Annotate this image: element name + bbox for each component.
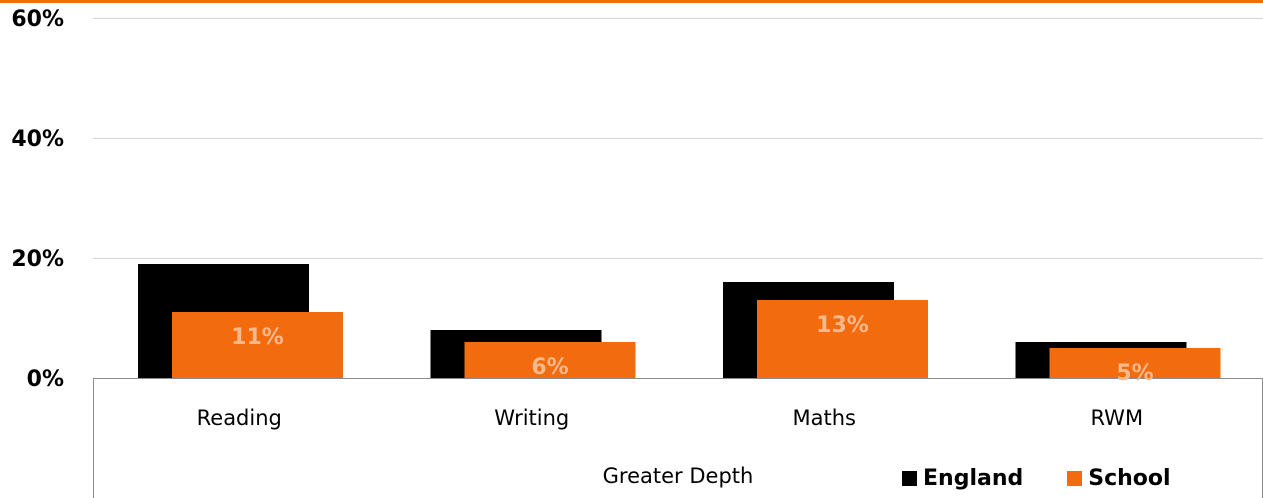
legend-swatch-england <box>902 471 917 486</box>
y-tick-label: 0% <box>27 367 64 392</box>
y-axis-ticks: 0% 20% 40% 60% <box>11 7 64 392</box>
legend: England School <box>902 466 1215 491</box>
gridlines <box>93 18 1263 259</box>
category-label-writing: Writing <box>494 406 569 430</box>
labels: 11% Reading 6% Writing 13% Maths 5% RWM Greater … <box>197 313 1154 488</box>
bars <box>138 264 1221 378</box>
legend-label-school: School <box>1088 466 1171 491</box>
data-label-writing: 6% <box>531 355 568 380</box>
group-label: Greater Depth <box>603 464 754 488</box>
category-label-reading: Reading <box>197 406 282 430</box>
legend-label-england: England <box>923 466 1024 491</box>
bar-school-maths <box>757 300 928 378</box>
data-label-maths: 13% <box>816 313 869 338</box>
data-label-rwm: 5% <box>1116 361 1153 386</box>
category-label-maths: Maths <box>793 406 856 430</box>
y-tick-label: 40% <box>11 127 64 152</box>
y-tick-label: 20% <box>11 247 64 272</box>
data-label-reading: 11% <box>231 325 284 350</box>
bar-school-reading <box>172 312 343 378</box>
legend-swatch-school <box>1067 471 1083 486</box>
top-accent-rule <box>0 0 1263 3</box>
legend-item-school: School <box>1067 466 1171 491</box>
bar-school-writing <box>464 342 636 378</box>
category-label-rwm: RWM <box>1090 406 1143 430</box>
legend-item-england: England <box>902 466 1023 491</box>
y-tick-label: 60% <box>11 7 64 32</box>
bar-school-rwm <box>1049 348 1221 378</box>
